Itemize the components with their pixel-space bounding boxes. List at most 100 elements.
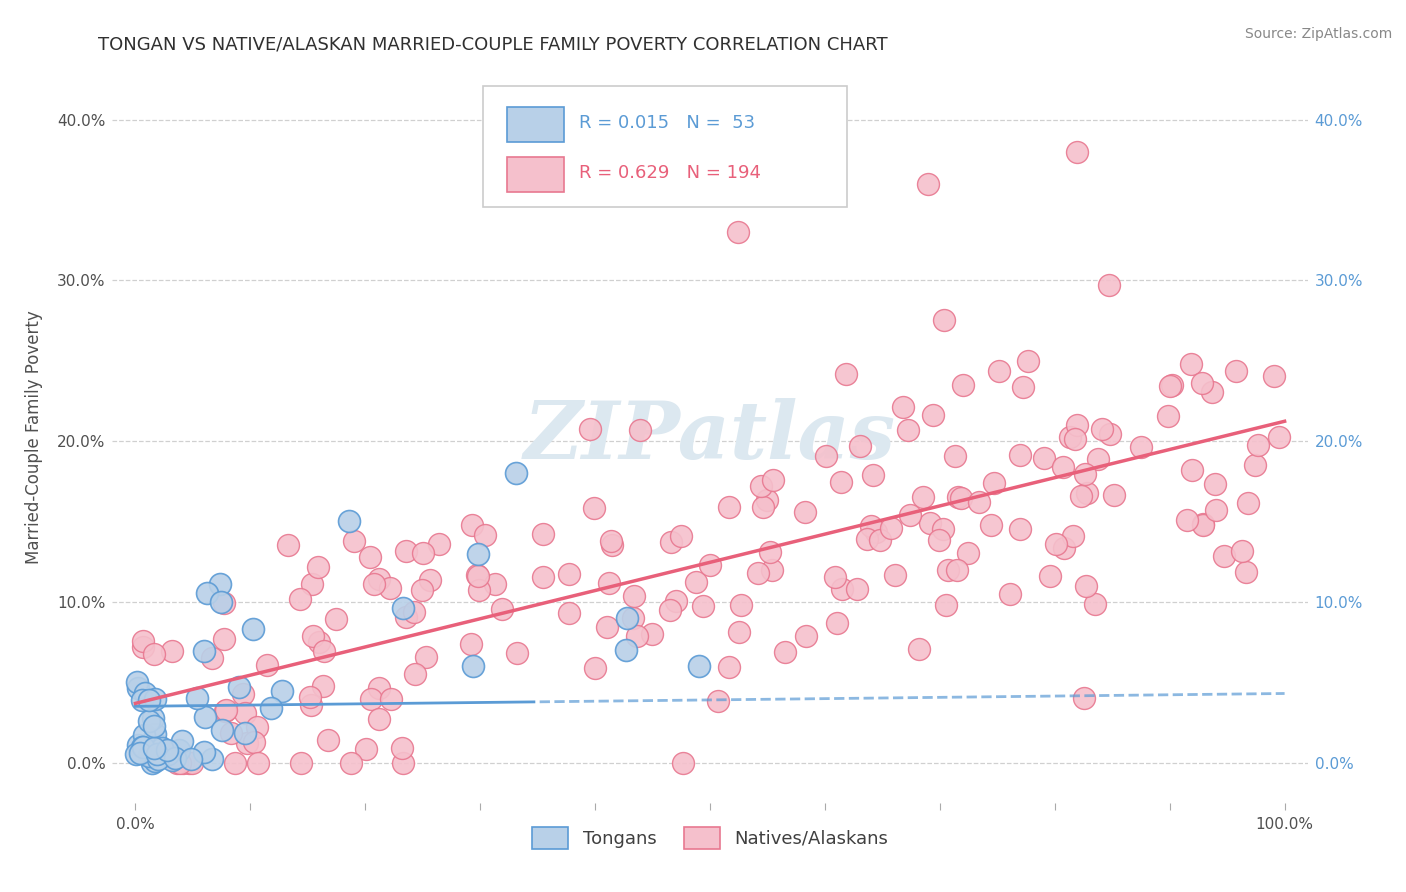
Point xyxy=(948,490,970,504)
Point xyxy=(395,544,418,558)
Point xyxy=(193,710,215,724)
Bar xyxy=(508,107,564,143)
Point xyxy=(212,632,235,647)
Bar xyxy=(508,157,564,192)
Point xyxy=(134,686,156,700)
Point xyxy=(952,378,974,392)
Point xyxy=(211,723,233,737)
Point xyxy=(1070,489,1092,503)
Point xyxy=(1066,145,1088,159)
Point xyxy=(127,681,149,695)
Point xyxy=(685,575,707,590)
Point xyxy=(146,738,169,752)
Point xyxy=(419,573,441,587)
Y-axis label: Married-Couple Family Poverty: Married-Couple Family Poverty xyxy=(25,310,44,564)
Point xyxy=(467,569,489,583)
Point xyxy=(233,726,256,740)
Point xyxy=(215,704,238,718)
Point xyxy=(692,599,714,614)
Point xyxy=(367,572,389,586)
FancyBboxPatch shape xyxy=(484,86,848,207)
Point xyxy=(918,516,941,530)
Point xyxy=(160,643,183,657)
Point xyxy=(583,500,606,515)
Point xyxy=(186,691,208,706)
Point xyxy=(354,742,377,756)
Point xyxy=(412,546,434,560)
Point xyxy=(301,577,323,591)
Point xyxy=(484,576,506,591)
Point xyxy=(755,493,778,508)
Point xyxy=(950,491,973,506)
Point xyxy=(243,734,266,748)
Point xyxy=(402,605,425,619)
Point xyxy=(935,598,957,612)
Point xyxy=(474,527,496,541)
Point xyxy=(869,533,891,548)
Point xyxy=(834,367,856,381)
Point xyxy=(427,537,450,551)
Point xyxy=(600,534,623,549)
Point xyxy=(928,533,950,548)
Point xyxy=(1091,422,1114,436)
Point xyxy=(830,475,852,490)
Point xyxy=(195,585,218,599)
Point xyxy=(259,701,281,715)
Point xyxy=(131,740,153,755)
Text: ZIPatlas: ZIPatlas xyxy=(524,399,896,475)
Point xyxy=(219,725,242,739)
Point xyxy=(256,658,278,673)
Point xyxy=(1232,544,1254,558)
Point xyxy=(775,644,797,658)
Point xyxy=(891,400,914,414)
Point xyxy=(1157,409,1180,423)
Point xyxy=(846,582,869,596)
Point xyxy=(897,423,920,437)
Point xyxy=(288,592,311,607)
Point xyxy=(1213,549,1236,564)
Point xyxy=(1074,467,1097,482)
Point xyxy=(179,756,201,770)
Point xyxy=(908,642,931,657)
Point xyxy=(814,449,837,463)
Point xyxy=(749,478,772,492)
Point xyxy=(233,706,256,721)
Point xyxy=(794,629,817,643)
Point xyxy=(148,752,170,766)
Point xyxy=(125,747,148,761)
Point xyxy=(1263,369,1285,384)
Point xyxy=(505,646,527,660)
Point xyxy=(359,549,381,564)
Point xyxy=(1159,379,1181,393)
Point xyxy=(142,711,165,725)
Point xyxy=(752,500,775,514)
Point xyxy=(325,612,347,626)
Point xyxy=(1102,488,1125,502)
Point xyxy=(391,740,413,755)
Point xyxy=(987,364,1010,378)
Point xyxy=(242,622,264,636)
Point xyxy=(707,694,730,708)
Point xyxy=(1084,597,1107,611)
Point xyxy=(1201,384,1223,399)
Point xyxy=(307,560,329,574)
Point xyxy=(224,756,246,770)
Point xyxy=(598,575,620,590)
Point xyxy=(232,687,254,701)
Point xyxy=(884,568,907,582)
Point xyxy=(314,644,336,658)
Point xyxy=(343,534,366,549)
Point xyxy=(290,756,312,770)
Point xyxy=(143,691,166,706)
Point xyxy=(141,749,163,764)
Point xyxy=(943,450,966,464)
Point xyxy=(212,596,235,610)
Point xyxy=(132,640,155,654)
Point xyxy=(415,650,437,665)
Point xyxy=(862,467,884,482)
Point xyxy=(392,756,415,770)
Point xyxy=(911,490,934,504)
Text: R = 0.629   N = 194: R = 0.629 N = 194 xyxy=(579,164,761,182)
Point xyxy=(214,704,236,718)
Point xyxy=(1204,477,1226,491)
